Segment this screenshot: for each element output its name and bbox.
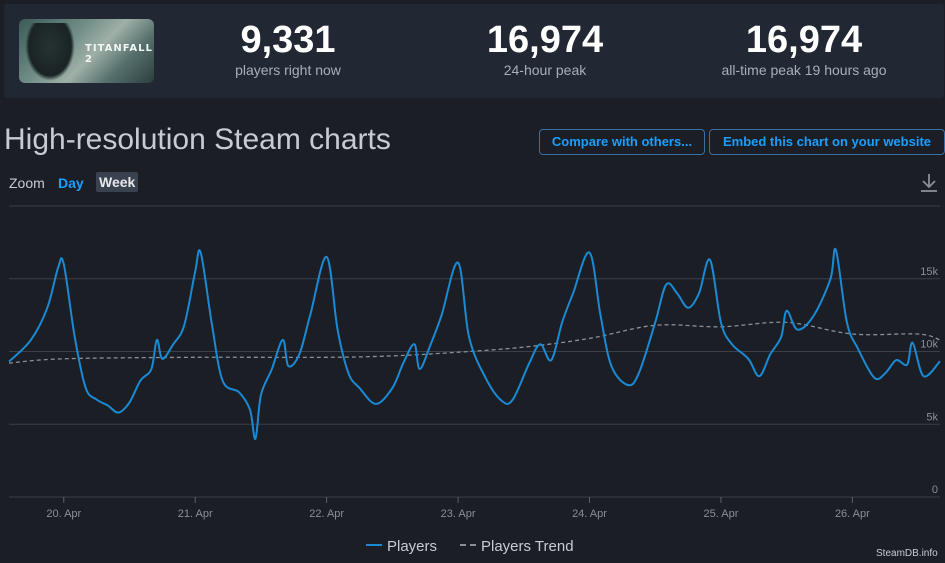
- stat-value: 9,331: [240, 19, 336, 61]
- series-line-players-trend: [8, 321, 941, 364]
- section-title: High-resolution Steam charts: [4, 123, 391, 156]
- titan-mech-art: [25, 23, 75, 81]
- stat-value: 16,974: [486, 19, 604, 61]
- y-tick-label: 5k: [926, 411, 938, 423]
- zoom-label: Zoom: [9, 175, 45, 191]
- stat-24h-peak: 16,974 24-hour peak: [459, 16, 631, 78]
- y-tick-label: 10k: [920, 339, 938, 351]
- x-tick-label: 24. Apr: [572, 508, 607, 520]
- stat-players-now: 9,331 players right now: [204, 16, 372, 78]
- legend-swatch-players: [366, 544, 382, 547]
- stat-all-time-peak: 16,974 all-time peak 19 hours ago: [704, 16, 904, 78]
- zoom-day-button[interactable]: Day: [58, 175, 84, 191]
- x-tick-label: 26. Apr: [835, 508, 870, 520]
- x-tick-label: 23. Apr: [441, 508, 476, 520]
- compare-button[interactable]: Compare with others...: [539, 129, 705, 155]
- game-banner-image[interactable]: TITANFALL 2: [19, 19, 154, 83]
- game-logo-text: TITANFALL 2: [85, 43, 153, 65]
- stat-label: 24-hour peak: [503, 62, 587, 78]
- y-tick-label: 15k: [920, 266, 938, 278]
- stat-value: 16,974: [745, 19, 863, 61]
- stat-label: all-time peak 19 hours ago: [721, 62, 887, 78]
- zoom-week-button[interactable]: Week: [96, 172, 139, 192]
- legend-item-players[interactable]: Players: [366, 538, 437, 555]
- x-tick-label: 21. Apr: [178, 508, 213, 520]
- legend-label: Players Trend: [481, 538, 574, 555]
- legend-swatch-trend: [460, 544, 476, 547]
- y-tick-label: 0: [932, 484, 938, 496]
- x-tick-label: 22. Apr: [309, 508, 344, 520]
- embed-chart-button[interactable]: Embed this chart on your website: [709, 129, 945, 155]
- series-line-players: [8, 247, 941, 440]
- steamdb-credit[interactable]: SteamDB.info: [876, 548, 938, 559]
- stats-bar: TITANFALL 2 9,331 players right now 16,9…: [4, 4, 944, 98]
- x-tick-label: 20. Apr: [46, 508, 81, 520]
- player-count-chart[interactable]: 0 5k 10k 15k 20. Apr 21. Apr 22. Apr 23. Apr 24.…: [0, 200, 945, 525]
- legend-item-players-trend[interactable]: Players Trend: [460, 538, 574, 555]
- legend-label: Players: [387, 538, 438, 555]
- stat-label: players right now: [235, 62, 341, 78]
- x-tick-label: 25. Apr: [704, 508, 739, 520]
- download-icon[interactable]: [918, 172, 940, 194]
